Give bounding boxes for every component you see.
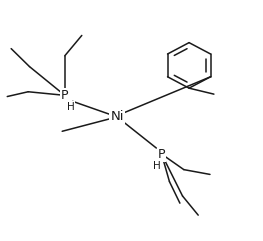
Text: Ni: Ni: [110, 110, 124, 123]
Text: P: P: [158, 147, 165, 161]
Text: H: H: [67, 102, 74, 112]
Text: P: P: [61, 89, 69, 102]
Text: H: H: [153, 161, 161, 171]
